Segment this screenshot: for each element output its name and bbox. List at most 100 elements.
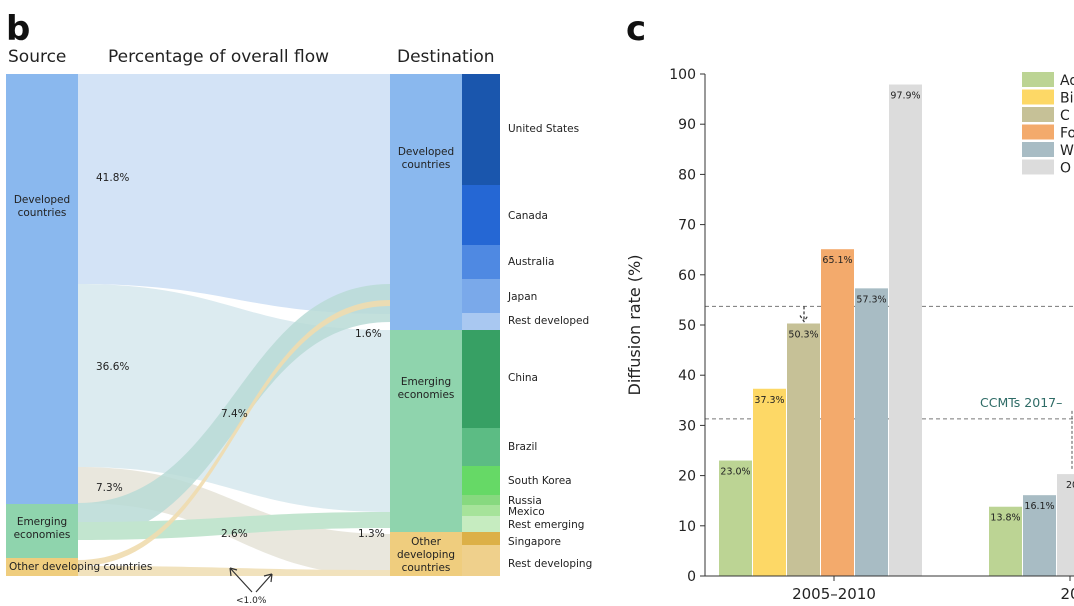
y-tick-label: 80 [678,167,696,183]
bar-label-group1-3: 65.1% [822,255,852,266]
country-node-mexico [462,505,500,516]
country-node-brazil [462,428,500,466]
legend-label-5: O [1060,161,1071,177]
country-node-united-states [462,74,500,185]
panel-c-letter: c [626,9,647,49]
country-label-brazil: Brazil [508,441,538,453]
legend-label-2: C [1060,108,1070,124]
flow-label-41-8: 41.8% [96,172,130,184]
country-label-rest-emerging: Rest emerging [508,519,585,531]
bar-group2-2 [1057,474,1074,576]
country-node-south-korea [462,466,500,495]
y-tick-label: 60 [678,268,696,284]
country-node-rest-developed [462,313,500,330]
country-label-rest-developing: Rest developing [508,558,593,570]
y-tick-label: 0 [687,569,696,585]
y-tick-label: 70 [678,218,696,234]
destination-header: Destination [397,47,495,67]
y-tick-label: 100 [669,67,696,83]
y-tick-label: 50 [678,318,696,334]
country-label-china: China [508,372,538,384]
flow-other-to-other [78,566,390,576]
legend-swatch-0 [1022,72,1054,87]
flow-label-7-4: 7.4% [221,408,248,420]
y-tick-label: 30 [678,418,696,434]
legend-label-0: Ad [1060,73,1074,89]
y-tick-label: 10 [678,519,696,535]
bar-label-group2-2: 20. [1066,480,1074,491]
legend-label-4: W [1060,143,1074,159]
dest-label-emerging: Emerging economies [397,376,455,401]
country-label-japan: Japan [508,291,538,303]
country-node-china [462,330,500,428]
legend-swatch-1 [1022,89,1054,105]
dest-node-other [390,532,462,576]
bar-label-group1-5: 97.9% [890,91,920,102]
bar-group1-0 [719,460,752,576]
bar-group2-0 [989,506,1022,576]
country-label-south-korea: South Korea [508,475,572,487]
country-node-rest-emerging [462,516,500,532]
bar-chart: Diffusion rate (%) 0 10 20 30 40 50 60 70 80 90 10… [625,67,1074,603]
source-label-other: Other developing countries [9,561,153,573]
ccmts-annotation: CCMTs 2017– [980,395,1062,410]
bar-label-group1-2: 50.3% [788,329,818,340]
bar-label-group1-0: 23.0% [720,467,750,478]
country-node-japan [462,279,500,313]
flow-other-to-developed [78,300,390,566]
bar-group1-2 [787,323,820,576]
source-node-developed [6,74,78,504]
bar-label-group2-1: 16.1% [1024,501,1054,512]
arrow-right-icon [255,573,273,593]
country-label-russia: Russia [508,495,542,507]
flow-label-1-6: 1.6% [355,328,382,340]
flow-label-1-3: 1.3% [358,528,385,540]
bar-group2-1 [1023,495,1056,576]
arrow-left-icon [229,567,253,593]
legend-swatch-2 [1022,107,1054,122]
flow-label-36-6: 36.6% [96,361,130,373]
x-tick-label: 20 [1060,585,1074,603]
bar-label-group1-4: 57.3% [856,294,886,305]
country-label-rest-developed: Rest developed [508,315,590,327]
dest-node-developed [390,74,462,330]
source-node-other [6,558,78,576]
annotation-arrow-icon [799,306,809,323]
bar-group1-4 [855,288,888,576]
sankey-diagram [6,74,500,593]
source-label-developed: Developed countries [13,194,71,219]
legend-swatch-3 [1022,124,1054,140]
bar-group1-1 [753,388,786,576]
country-label-canada: Canada [508,210,548,222]
flow-developed-to-developed [78,74,390,314]
bar-group1-5 [889,84,922,577]
country-node-australia [462,245,500,279]
source-node-emerging [6,504,78,558]
legend-swatch-5 [1022,159,1054,175]
dest-label-other: Other developing countries [396,536,456,574]
y-axis-label: Diffusion rate (%) [625,255,644,396]
country-label-singapore: Singapore [508,536,561,548]
bar-label-group2-0: 13.8% [990,513,1020,524]
country-node-canada [462,185,500,245]
flow-header: Percentage of overall flow [108,47,330,67]
country-label-australia: Australia [508,256,555,268]
country-node-russia [462,495,500,505]
dest-label-developed: Developed countries [397,146,455,171]
legend-label-3: Fo [1060,126,1074,142]
legend-swatch-4 [1022,142,1054,157]
bar-group1-3 [821,249,854,576]
country-node-rest-developing [462,545,500,576]
y-tick-label: 90 [678,117,696,133]
country-node-singapore [462,532,500,545]
x-tick-label: 2005–2010 [792,585,876,603]
country-label-united-states: United States [508,123,580,135]
bar-label-group1-1: 37.3% [754,395,784,406]
flow-label-2-6: 2.6% [221,528,248,540]
source-header: Source [8,47,67,67]
y-tick-label: 20 [678,469,696,485]
panel-b-letter: b [6,9,31,49]
flow-emerging-to-developed [78,284,390,540]
flow-label-lt-1-0: <1.0% [236,596,267,606]
dest-node-emerging [390,330,462,532]
